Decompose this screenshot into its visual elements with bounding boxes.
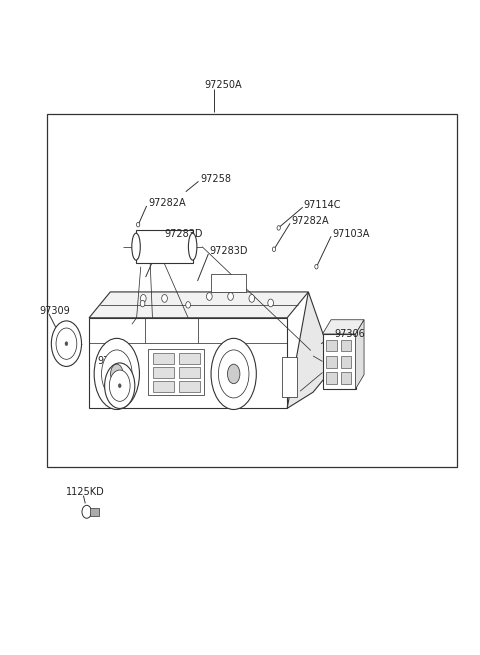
Ellipse shape [56, 328, 77, 360]
Text: 97258: 97258 [200, 174, 231, 184]
Ellipse shape [51, 321, 82, 366]
Ellipse shape [105, 363, 135, 409]
Bar [341, 356, 351, 367]
Bar [326, 372, 336, 384]
Bar [136, 230, 192, 263]
Text: 97309: 97309 [97, 356, 128, 366]
Text: 97282A: 97282A [291, 215, 329, 226]
Ellipse shape [82, 506, 91, 518]
Bar [153, 352, 174, 364]
Text: 97306: 97306 [335, 329, 365, 339]
Bar [153, 381, 174, 392]
Bar [148, 350, 204, 395]
Ellipse shape [228, 293, 233, 301]
Ellipse shape [277, 226, 280, 230]
Text: 1125KD: 1125KD [65, 487, 104, 497]
Ellipse shape [132, 233, 140, 260]
Text: 97103A: 97103A [332, 229, 369, 238]
Polygon shape [89, 318, 287, 408]
Ellipse shape [206, 293, 212, 301]
Bar [326, 340, 336, 352]
Bar [323, 334, 356, 389]
Ellipse shape [315, 265, 318, 269]
Ellipse shape [228, 364, 240, 384]
Bar [326, 356, 336, 367]
Ellipse shape [118, 384, 121, 388]
Bar [179, 352, 200, 364]
Polygon shape [287, 292, 335, 408]
Text: 97114C: 97114C [304, 200, 341, 210]
Ellipse shape [136, 223, 140, 227]
Ellipse shape [188, 233, 197, 260]
Text: 97282A: 97282A [148, 198, 186, 208]
Ellipse shape [109, 370, 130, 402]
Ellipse shape [65, 342, 68, 346]
Ellipse shape [268, 299, 274, 307]
Bar [153, 367, 174, 378]
Bar [47, 114, 457, 466]
Text: 97283D: 97283D [209, 246, 248, 256]
Ellipse shape [162, 295, 168, 302]
Bar [179, 381, 200, 392]
Ellipse shape [140, 301, 145, 307]
Bar [282, 357, 297, 398]
Bar [211, 274, 246, 292]
Ellipse shape [94, 339, 140, 409]
Ellipse shape [186, 302, 191, 308]
Ellipse shape [110, 364, 123, 384]
Polygon shape [323, 320, 364, 334]
Polygon shape [89, 292, 308, 318]
Bar [179, 367, 200, 378]
Ellipse shape [101, 350, 132, 398]
Text: 97250A: 97250A [204, 80, 242, 90]
Ellipse shape [272, 247, 276, 252]
Ellipse shape [141, 295, 146, 302]
Text: 97309: 97309 [39, 307, 70, 316]
Bar [341, 340, 351, 352]
Polygon shape [356, 320, 364, 389]
Bar [341, 372, 351, 384]
Ellipse shape [211, 339, 256, 409]
Ellipse shape [249, 295, 254, 302]
Ellipse shape [218, 350, 249, 398]
Text: 97283D: 97283D [165, 229, 203, 238]
Bar [91, 508, 99, 515]
